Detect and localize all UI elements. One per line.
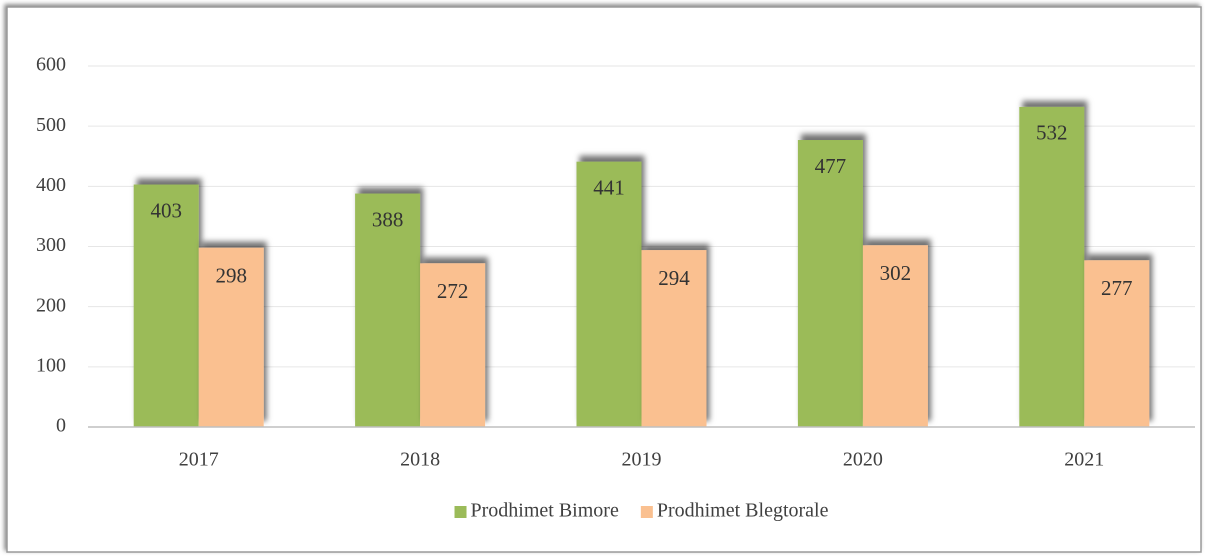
legend-label: Prodhimet Blegtorale xyxy=(657,500,829,522)
data-label: 272 xyxy=(437,279,469,303)
bar xyxy=(133,184,199,427)
y-tick-label: 0 xyxy=(56,415,66,437)
bar xyxy=(1084,260,1150,427)
y-tick-label: 500 xyxy=(36,114,66,136)
data-label: 298 xyxy=(215,264,247,288)
y-tick-label: 200 xyxy=(36,294,66,316)
bar xyxy=(355,193,421,427)
data-label: 302 xyxy=(880,261,912,285)
y-tick-label: 100 xyxy=(36,354,66,376)
data-label: 441 xyxy=(593,175,625,199)
data-label: 294 xyxy=(658,266,690,290)
data-label: 388 xyxy=(372,207,404,231)
legend-swatch xyxy=(454,506,467,518)
legend-swatch xyxy=(640,506,653,518)
data-label: 477 xyxy=(815,154,847,178)
legend-label: Prodhimet Bimore xyxy=(471,500,619,522)
x-tick-label: 2020 xyxy=(843,449,883,471)
bar xyxy=(797,140,863,427)
bar xyxy=(576,161,642,428)
data-label: 277 xyxy=(1101,276,1133,300)
x-tick-label: 2017 xyxy=(179,449,219,471)
x-tick-label: 2021 xyxy=(1064,449,1104,471)
bar xyxy=(198,247,264,427)
x-tick-label: 2018 xyxy=(400,449,440,471)
bar xyxy=(420,263,486,427)
y-tick-label: 600 xyxy=(36,54,66,76)
data-label: 532 xyxy=(1036,121,1068,145)
data-label: 403 xyxy=(150,198,182,222)
bar xyxy=(862,245,928,427)
bar xyxy=(1019,106,1085,427)
bar xyxy=(641,250,707,427)
y-tick-label: 400 xyxy=(36,174,66,196)
y-tick-label: 300 xyxy=(36,234,66,256)
x-tick-label: 2019 xyxy=(622,449,662,471)
